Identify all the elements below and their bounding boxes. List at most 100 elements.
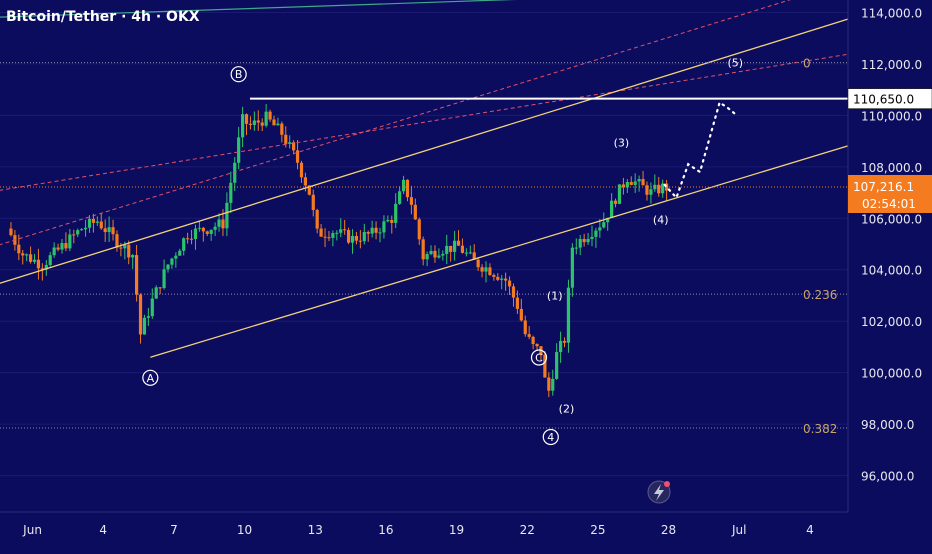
wave-label-text: B	[235, 68, 243, 81]
candle-body	[449, 245, 453, 252]
candle-body	[496, 276, 500, 280]
candle-body	[205, 231, 209, 234]
candle-body	[535, 343, 539, 347]
candle-body	[131, 255, 135, 258]
candle-body	[111, 227, 115, 235]
candle-body	[64, 243, 68, 249]
chart-title: Bitcoin/Tether · 4h · OKX	[6, 9, 200, 25]
candle-body	[292, 142, 296, 151]
fib-level-label: 0	[803, 57, 811, 71]
candle-body	[492, 275, 496, 277]
candle-body	[543, 354, 547, 378]
wave-label-text: A	[147, 372, 155, 385]
candle-body	[260, 122, 264, 126]
wave-label-text: 4	[547, 431, 554, 444]
candle-body	[323, 236, 327, 238]
candle-body	[233, 162, 237, 183]
candle-body	[186, 238, 190, 240]
price-tick-label: 98,000.0	[861, 418, 914, 432]
candle-body	[240, 114, 245, 138]
candle-body	[441, 253, 445, 256]
wave-label-1: (1)	[547, 289, 563, 302]
candle-body	[36, 259, 41, 269]
candle-body	[28, 254, 33, 262]
candle-body	[25, 254, 29, 256]
candle-body	[142, 317, 147, 335]
candle-body	[582, 238, 586, 243]
candle-body	[17, 244, 21, 254]
candle-body	[221, 219, 225, 229]
wave-label-text: (3)	[614, 136, 630, 149]
time-axis: Jun 4 7 10 13 16 19 22 25 28 Jul 4	[0, 511, 848, 537]
candle-body	[409, 197, 414, 205]
candle-body	[382, 221, 386, 233]
candle-body	[531, 336, 535, 344]
candle-body	[311, 194, 315, 211]
price-tick-label: 104,000.0	[861, 264, 922, 278]
candle-body	[327, 237, 331, 239]
candle-body	[578, 238, 582, 248]
candle-body	[413, 204, 417, 220]
candle-body	[319, 228, 323, 237]
candle-body	[511, 286, 516, 298]
candle-body	[83, 227, 88, 230]
candle-body	[56, 247, 60, 250]
candle-body	[374, 227, 378, 233]
price-tick-label: 100,000.0	[861, 367, 922, 381]
candle-body	[99, 221, 103, 229]
price-axis: 96,000.0 98,000.0 100,000.0 102,000.0 104,00…	[847, 0, 932, 550]
wave-label-2: (2)	[559, 403, 575, 416]
candle-body	[586, 238, 590, 243]
candle-body	[91, 218, 96, 223]
candle-body	[339, 229, 343, 233]
candle-body	[464, 252, 468, 254]
candle-body	[80, 229, 84, 231]
candle-body	[52, 247, 56, 256]
current-price-box	[848, 174, 932, 213]
candle-body	[625, 182, 629, 188]
candle-body	[570, 247, 574, 288]
wave-label-circle	[530, 349, 548, 366]
candle-body	[248, 123, 253, 125]
candle-body	[613, 200, 618, 204]
candle-body	[288, 142, 292, 144]
candle-body	[252, 120, 256, 125]
candle-body	[629, 182, 633, 185]
candle-body	[21, 253, 25, 256]
wave-label-text: (1)	[547, 289, 563, 302]
candle-body	[429, 250, 433, 255]
candle-body	[170, 258, 174, 265]
candle-body	[527, 334, 531, 337]
candle-body	[60, 243, 64, 250]
wave-label-circle	[230, 66, 247, 83]
price-tick-label: 112,000.0	[861, 58, 922, 72]
candle-body	[150, 298, 154, 317]
fib-level-label: 0.236	[803, 288, 837, 302]
candle-body	[103, 228, 107, 233]
wave-label-circle	[142, 369, 159, 386]
candle-body	[217, 219, 221, 227]
candle-body	[425, 254, 429, 260]
price-tick-label: 106,000.0	[861, 212, 922, 226]
candle-body	[162, 269, 166, 288]
candle-body	[358, 240, 362, 242]
lightning-icon	[654, 484, 664, 501]
candle-body	[119, 247, 123, 249]
candle-body	[237, 137, 241, 163]
candle-body	[213, 226, 217, 230]
flash-icon[interactable]	[647, 480, 671, 504]
candle-body	[602, 222, 606, 228]
notification-dot-icon	[664, 481, 670, 487]
candle-body	[606, 217, 610, 223]
candle-body	[189, 238, 194, 240]
wave-label-text: (5)	[727, 57, 743, 70]
candle-body	[68, 234, 72, 249]
candle-body	[158, 287, 162, 289]
countdown-text: 02:54:01	[862, 197, 916, 211]
candle-body	[331, 233, 335, 238]
candle-body	[405, 179, 410, 198]
wave-label-B: B	[230, 66, 247, 83]
price-tick-label: 96,000.0	[861, 470, 914, 484]
